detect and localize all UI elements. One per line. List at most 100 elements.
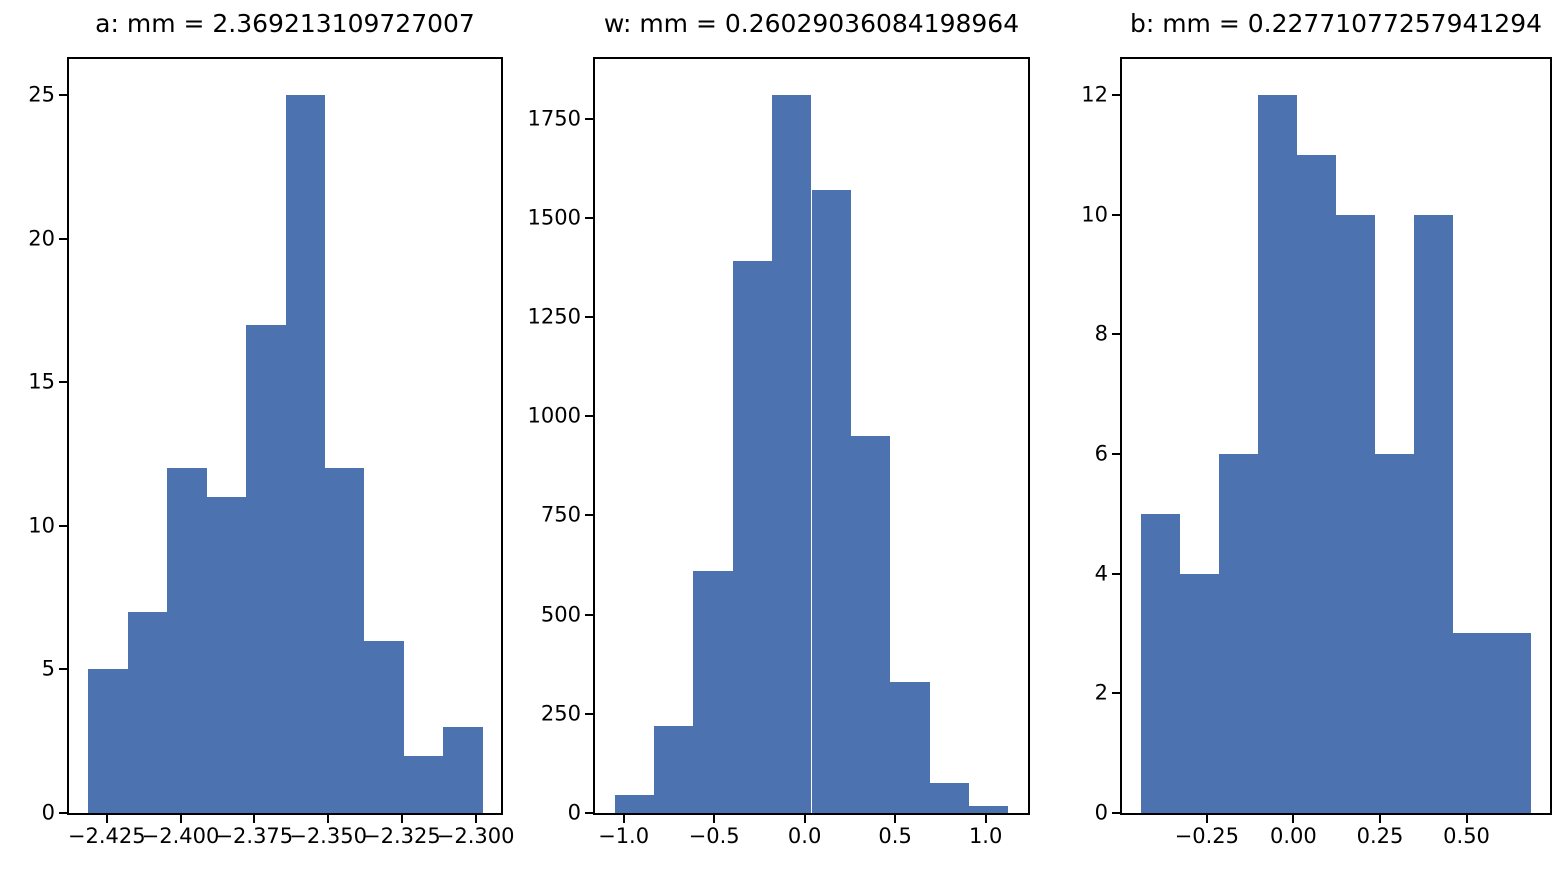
x-axis-tick [179,815,182,823]
y-axis-tick [59,237,67,240]
y-tick-label: 1750 [527,106,581,131]
histogram-bar [285,94,325,813]
histogram-bar [246,324,286,813]
y-axis-tick [585,812,593,814]
histogram-bar [614,795,655,813]
y-tick-label: 0 [567,800,581,825]
y-tick-label: 4 [1094,561,1108,586]
x-tick-label: −1.0 [598,824,650,848]
y-axis-tick [1112,213,1120,216]
histogram-bar [1374,453,1414,813]
x-tick-label: −0.25 [1174,824,1240,848]
histogram-bar [1258,94,1298,813]
y-tick-label: 12 [1081,82,1108,107]
histogram-bar [1413,214,1453,813]
histogram-bar [127,611,168,813]
histogram-bar [772,94,812,813]
x-tick-label: 0.50 [1443,824,1490,848]
x-tick-label: −2.400 [141,824,220,848]
y-tick-label: 10 [1081,202,1108,227]
y-axis-tick [585,415,593,418]
histogram-bar [443,726,483,813]
y-tick-label: 8 [1094,321,1108,346]
subplot-w-plot-area: 0 250 500 750 1000 1250 1500 1750 −1.0 −0.5 0.0 0.5… [528,57,1030,847]
x-axis-tick [803,815,806,823]
y-tick-label: 1500 [527,205,581,230]
x-axis-tick [474,815,477,823]
x-tick-label: 0.0 [787,824,822,848]
x-axis-tick [713,815,716,823]
histogram-bar [732,261,773,813]
subplot-b-plot-area: 0 2 4 6 8 10 12 −0.25 0.00 0.25 0.50 [1081,57,1552,847]
histogram-bar [693,570,733,813]
histogram-bar [811,189,851,813]
y-tick-label: 6 [1094,441,1108,466]
y-tick-label: 15 [28,369,55,394]
y-axis-tick [59,93,67,96]
y-axis-tick [585,514,593,517]
y-axis-tick [1112,692,1120,695]
x-axis-tick [1465,815,1468,823]
y-tick-label: 1000 [527,403,581,428]
x-axis-tick [400,815,403,823]
x-tick-label: −2.300 [436,824,515,848]
y-axis-tick [1112,93,1120,96]
subplot-a-title: a: mm = 2.369213109727007 [95,9,475,38]
histogram-bar [1180,573,1220,813]
histogram-bar [206,497,247,813]
histogram-bar [364,640,404,813]
y-axis-tick [59,812,67,814]
y-axis-tick [585,613,593,616]
y-tick-label: 250 [540,701,581,726]
subplot-a-plot-area: 0 5 10 15 20 25 −2.425 −2.400 −2.375 −2.350 −2.325… [28,57,514,847]
y-axis-tick [1112,452,1120,455]
y-axis-tick [59,524,67,527]
x-tick-label: 0.5 [878,824,912,848]
x-axis-tick [253,815,256,823]
histogram-bar [1491,633,1531,813]
y-axis-tick [59,668,67,671]
y-axis-tick [59,381,67,384]
x-axis-tick [1292,815,1295,823]
y-axis-tick [585,712,593,715]
histogram-bar [325,468,365,813]
histogram-bar [654,725,694,813]
y-tick-label: 1250 [527,304,581,329]
x-axis-tick [327,815,330,823]
histogram-bar [1141,513,1181,813]
histogram-bar [850,436,891,813]
x-tick-label: −2.425 [67,824,146,848]
y-tick-label: 500 [540,602,581,627]
histogram-bar [1452,633,1492,813]
x-tick-label: 0.25 [1356,824,1404,848]
subplot-w-title: w: mm = 0.26029036084198964 [603,9,1020,38]
subplot-b-title: b: mm = 0.22771077257941294 [1129,9,1543,38]
histogram-bar [88,669,128,813]
histogram-bar [1219,453,1259,813]
x-axis-tick [894,815,897,823]
x-tick-label: −0.5 [688,824,740,848]
histogram-bar [890,682,930,813]
y-tick-label: 750 [540,502,581,527]
y-axis-tick [1112,812,1120,814]
y-axis-tick [585,216,593,219]
histogram-bar [1297,154,1337,813]
x-axis-tick [1378,815,1381,823]
x-tick-label: 0.00 [1270,824,1317,848]
y-tick-label: 10 [28,513,55,538]
histogram-bar [929,783,969,813]
x-tick-label: −2.325 [362,824,441,848]
x-tick-label: −2.350 [289,824,367,848]
histogram-bar [403,755,444,813]
y-tick-label: 25 [28,82,55,107]
y-axis-tick [1112,333,1120,336]
histogram-bar [968,805,1009,813]
y-axis-tick [1112,572,1120,575]
y-axis-tick [585,315,593,318]
x-tick-label: 1.0 [968,824,1003,848]
y-axis-tick [585,117,593,120]
x-tick-label: −2.375 [215,824,294,848]
x-axis-tick [105,815,108,823]
y-tick-label: 0 [41,800,55,825]
